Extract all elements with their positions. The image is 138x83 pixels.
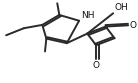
Text: O: O — [93, 61, 100, 70]
Text: NH: NH — [81, 11, 95, 20]
Text: OH: OH — [115, 3, 128, 12]
Text: O: O — [130, 21, 136, 30]
